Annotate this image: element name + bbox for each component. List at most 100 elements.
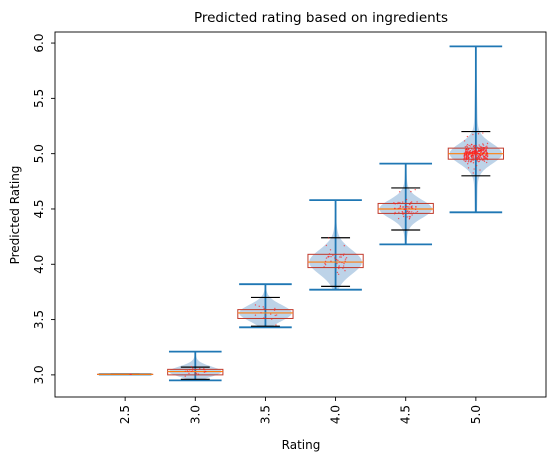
data-point [471, 143, 473, 146]
data-point [325, 244, 328, 247]
chart-title: Predicted rating based on ingredients [194, 10, 448, 26]
data-point [275, 314, 278, 316]
data-point [480, 157, 483, 159]
data-point [338, 265, 340, 267]
data-point [186, 370, 189, 372]
data-point [274, 307, 276, 310]
data-point [482, 132, 484, 134]
data-point [409, 212, 412, 215]
data-point [472, 172, 474, 174]
data-point [205, 371, 207, 373]
data-point [340, 256, 342, 258]
data-point [465, 151, 467, 153]
data-point [394, 211, 396, 214]
data-point [463, 152, 466, 154]
data-point [402, 212, 404, 215]
data-point [274, 314, 276, 317]
data-point [327, 237, 330, 239]
y-axis-label: Predicted Rating [8, 166, 22, 265]
data-point [475, 153, 477, 156]
data-point [484, 150, 486, 152]
data-point [476, 146, 479, 149]
data-point [399, 207, 402, 209]
data-point [470, 160, 473, 163]
data-point [275, 324, 277, 326]
data-point [335, 258, 337, 261]
data-point [484, 157, 486, 159]
data-point [465, 153, 468, 155]
data-point [472, 151, 474, 153]
data-point [343, 253, 345, 255]
data-point [270, 313, 272, 315]
data-point [483, 149, 485, 152]
x-tick-label: 4.0 [329, 405, 343, 424]
data-point [470, 159, 473, 161]
data-point [399, 205, 402, 207]
data-point [486, 153, 488, 155]
data-point [473, 152, 476, 155]
data-point [401, 206, 404, 208]
data-point [477, 154, 479, 156]
data-point [263, 307, 265, 310]
data-point [482, 152, 485, 155]
data-point [477, 158, 480, 160]
data-point [482, 159, 485, 161]
data-point [344, 258, 347, 260]
axes: 2.5 3.0 3.5 4.0 4.5 5.0 3.0 3.5 4.0 4.5 5.0 5.5 6.0 [32, 34, 483, 425]
data-point [464, 153, 466, 155]
data-point [463, 154, 466, 157]
data-point [332, 254, 334, 257]
data-point [474, 148, 477, 150]
box-4 [307, 253, 364, 269]
data-point [403, 212, 405, 214]
data-point [466, 135, 469, 138]
y-tick-label: 3.5 [32, 310, 46, 329]
data-point [476, 158, 478, 161]
data-point [407, 211, 410, 214]
data-point [339, 261, 341, 263]
data-point [479, 145, 481, 148]
data-point [341, 261, 343, 264]
data-point [203, 368, 205, 371]
data-point [472, 162, 475, 164]
data-point [397, 217, 400, 220]
data-point [466, 155, 468, 158]
data-point [402, 215, 405, 218]
data-point [477, 152, 479, 155]
data-point [412, 212, 415, 214]
data-point [190, 370, 193, 373]
data-point [470, 155, 473, 157]
data-point [270, 318, 273, 320]
data-point [394, 207, 396, 210]
data-point [473, 168, 475, 170]
data-point [416, 201, 418, 203]
data-point [482, 144, 485, 146]
data-point [325, 257, 328, 259]
data-point [476, 153, 478, 155]
data-point [473, 159, 475, 161]
data-point [408, 215, 411, 218]
y-tick-label: 5.5 [32, 89, 46, 108]
data-point [468, 159, 470, 162]
data-point [407, 210, 409, 212]
data-point [469, 153, 471, 156]
data-point [195, 372, 198, 375]
data-point [342, 265, 345, 267]
data-point [477, 155, 480, 158]
data-point [463, 159, 465, 161]
data-point [464, 158, 466, 160]
data-point [482, 143, 484, 145]
data-point [475, 145, 477, 147]
data-point [338, 267, 340, 270]
data-point [203, 371, 206, 373]
data-point [398, 191, 401, 193]
violin-group-3 [167, 350, 224, 382]
data-point [484, 154, 487, 156]
data-point [465, 145, 468, 147]
data-point [327, 255, 329, 258]
data-point [479, 169, 481, 171]
data-point [399, 201, 401, 204]
data-point [393, 202, 395, 204]
data-point [264, 314, 267, 317]
data-point [328, 253, 331, 255]
